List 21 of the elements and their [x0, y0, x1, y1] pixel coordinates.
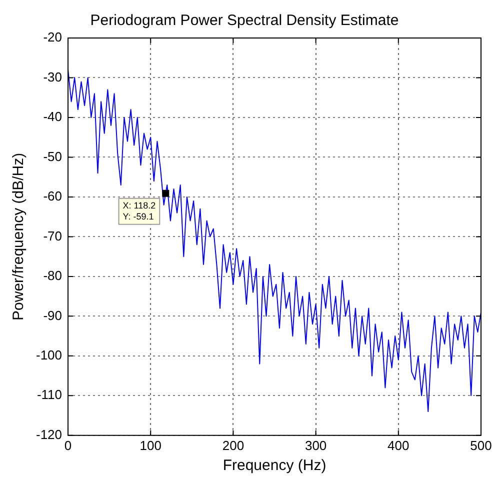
- x-tick-label: 300: [304, 438, 327, 453]
- x-tick-label: 400: [388, 438, 410, 453]
- y-tick-label: -20: [43, 30, 62, 45]
- y-axis-title: Power/frequency (dB/Hz): [10, 152, 28, 320]
- x-tick-label: 100: [140, 438, 162, 453]
- y-tick-label: -50: [43, 148, 62, 164]
- y-tick-label: -30: [43, 69, 62, 84]
- x-tick-label: 500: [470, 438, 492, 453]
- y-tick-label: -110: [36, 387, 62, 402]
- y-tick-label: -40: [43, 109, 62, 124]
- y-tick-label: -100: [36, 348, 62, 362]
- y-tick-label: -60: [43, 188, 62, 204]
- x-axis-title: Frequency (Hz): [222, 457, 326, 474]
- annotation: X: 118.2 Y: -59.1: [122, 200, 156, 222]
- chart-title: Periodogram Power Spectral Density Estimate: [90, 12, 399, 30]
- y-tick-label: -80: [43, 268, 62, 284]
- x-tick-label: 200: [222, 438, 244, 453]
- x-tick-label: 0: [64, 438, 72, 453]
- y-tick-label: -90: [43, 308, 62, 323]
- y-tick-label: -120: [36, 426, 62, 442]
- y-tick-label: -70: [43, 228, 62, 244]
